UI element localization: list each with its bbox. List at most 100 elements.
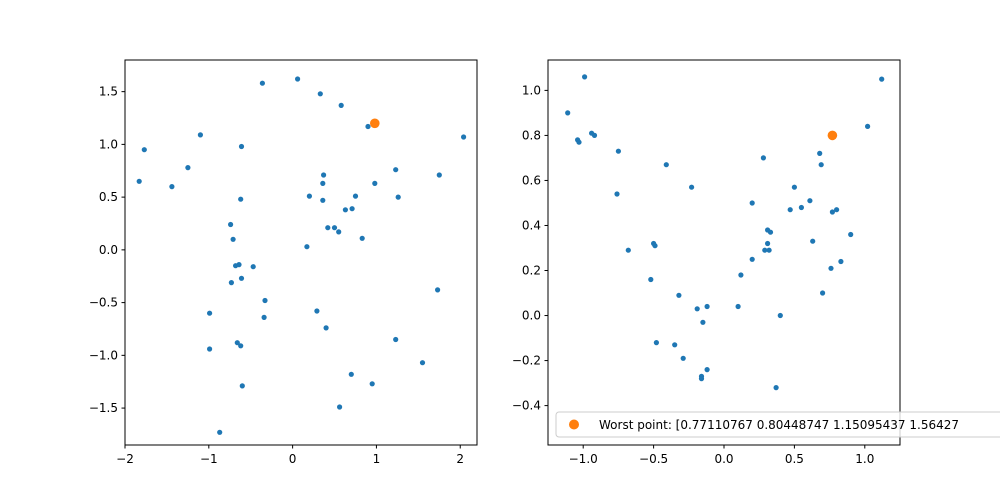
data-point	[760, 155, 767, 161]
data-point	[704, 303, 710, 310]
data-point	[582, 74, 588, 80]
data-point	[136, 178, 142, 184]
data-point	[239, 383, 245, 389]
x-tick-label: 0.5	[785, 452, 804, 466]
data-point	[320, 197, 326, 203]
data-point	[765, 240, 771, 247]
data-point	[798, 204, 805, 211]
data-point	[304, 244, 310, 250]
data-point	[749, 200, 755, 206]
data-point	[207, 346, 213, 352]
data-point	[676, 292, 682, 298]
y-tick-label: 0.6	[522, 173, 541, 187]
data-point	[565, 110, 571, 116]
data-point	[365, 123, 371, 130]
data-point	[395, 194, 401, 200]
data-point	[834, 207, 840, 213]
data-point	[349, 206, 355, 212]
data-point	[663, 162, 669, 168]
data-point	[338, 102, 344, 108]
data-point	[295, 76, 301, 82]
data-point	[865, 123, 871, 129]
data-point	[700, 319, 706, 325]
x-tick-label: 1.0	[855, 452, 874, 466]
data-point	[625, 247, 631, 253]
data-point	[653, 340, 660, 346]
data-point	[689, 184, 695, 190]
data-point	[767, 229, 774, 235]
legend-marker	[569, 419, 579, 430]
data-point	[314, 308, 320, 314]
y-tick-label: 0.0	[99, 243, 118, 257]
data-point	[694, 306, 700, 312]
x-tick-label: 1	[373, 452, 381, 466]
legend-box	[555, 411, 1000, 438]
y-tick-label: −1.0	[89, 348, 118, 362]
data-point	[652, 243, 658, 249]
data-point	[436, 172, 442, 178]
data-point	[838, 258, 844, 265]
y-tick-label: 1.5	[99, 85, 118, 99]
worst-point	[370, 118, 380, 129]
y-tick-label: 0.8	[522, 128, 541, 142]
y-tick-label: 0.2	[522, 264, 541, 278]
data-point	[336, 229, 342, 235]
data-point	[323, 325, 329, 331]
axes-frame	[124, 59, 478, 446]
data-point	[372, 180, 378, 186]
legend: Worst point: [0.77110767 0.80448747 1.15…	[555, 411, 1000, 438]
x-tick-label: 2	[456, 452, 464, 466]
data-point	[773, 385, 779, 391]
data-point	[461, 134, 467, 140]
y-tick-label: 1.0	[522, 83, 541, 97]
data-point	[228, 221, 234, 228]
data-point	[342, 207, 348, 213]
data-point	[735, 303, 741, 310]
data-point	[185, 165, 191, 171]
worst-point	[827, 130, 838, 141]
data-point	[306, 193, 312, 199]
data-point	[672, 342, 678, 348]
data-point	[749, 256, 755, 262]
data-point	[680, 355, 686, 361]
data-point	[238, 343, 244, 349]
data-point	[325, 225, 331, 231]
data-point	[238, 196, 244, 202]
data-point	[829, 209, 836, 215]
x-tick-label: 0	[289, 452, 297, 466]
data-point	[614, 191, 620, 197]
data-point	[207, 310, 213, 316]
data-point	[762, 247, 768, 253]
data-point	[791, 184, 798, 190]
y-tick-label: 0.0	[522, 309, 541, 323]
data-point	[419, 360, 426, 366]
y-tick-label: −1.5	[89, 401, 118, 415]
data-point	[704, 367, 710, 373]
data-point	[348, 371, 354, 377]
data-point	[217, 429, 223, 435]
data-point	[352, 193, 359, 199]
x-tick-label: −1.0	[569, 452, 598, 466]
data-point	[435, 287, 441, 293]
data-point	[369, 381, 375, 387]
data-point	[238, 275, 245, 281]
data-point	[648, 276, 654, 283]
data-point	[197, 132, 203, 138]
data-point	[261, 314, 267, 320]
x-tick-label: −2	[116, 452, 134, 466]
x-tick-label: −1	[200, 452, 218, 466]
data-point	[359, 235, 365, 241]
data-point	[879, 76, 885, 82]
y-tick-label: 0.5	[99, 190, 118, 204]
y-tick-label: −0.2	[512, 354, 541, 368]
data-point	[230, 236, 236, 242]
legend-label: Worst point: [0.77110767 0.80448747 1.15…	[599, 418, 959, 432]
data-point	[262, 297, 268, 304]
x-tick-label: −0.5	[639, 452, 668, 466]
data-point	[234, 340, 240, 346]
data-point	[818, 162, 824, 168]
y-tick-label: −0.5	[89, 296, 118, 310]
data-point	[766, 247, 772, 253]
data-point	[576, 139, 582, 145]
